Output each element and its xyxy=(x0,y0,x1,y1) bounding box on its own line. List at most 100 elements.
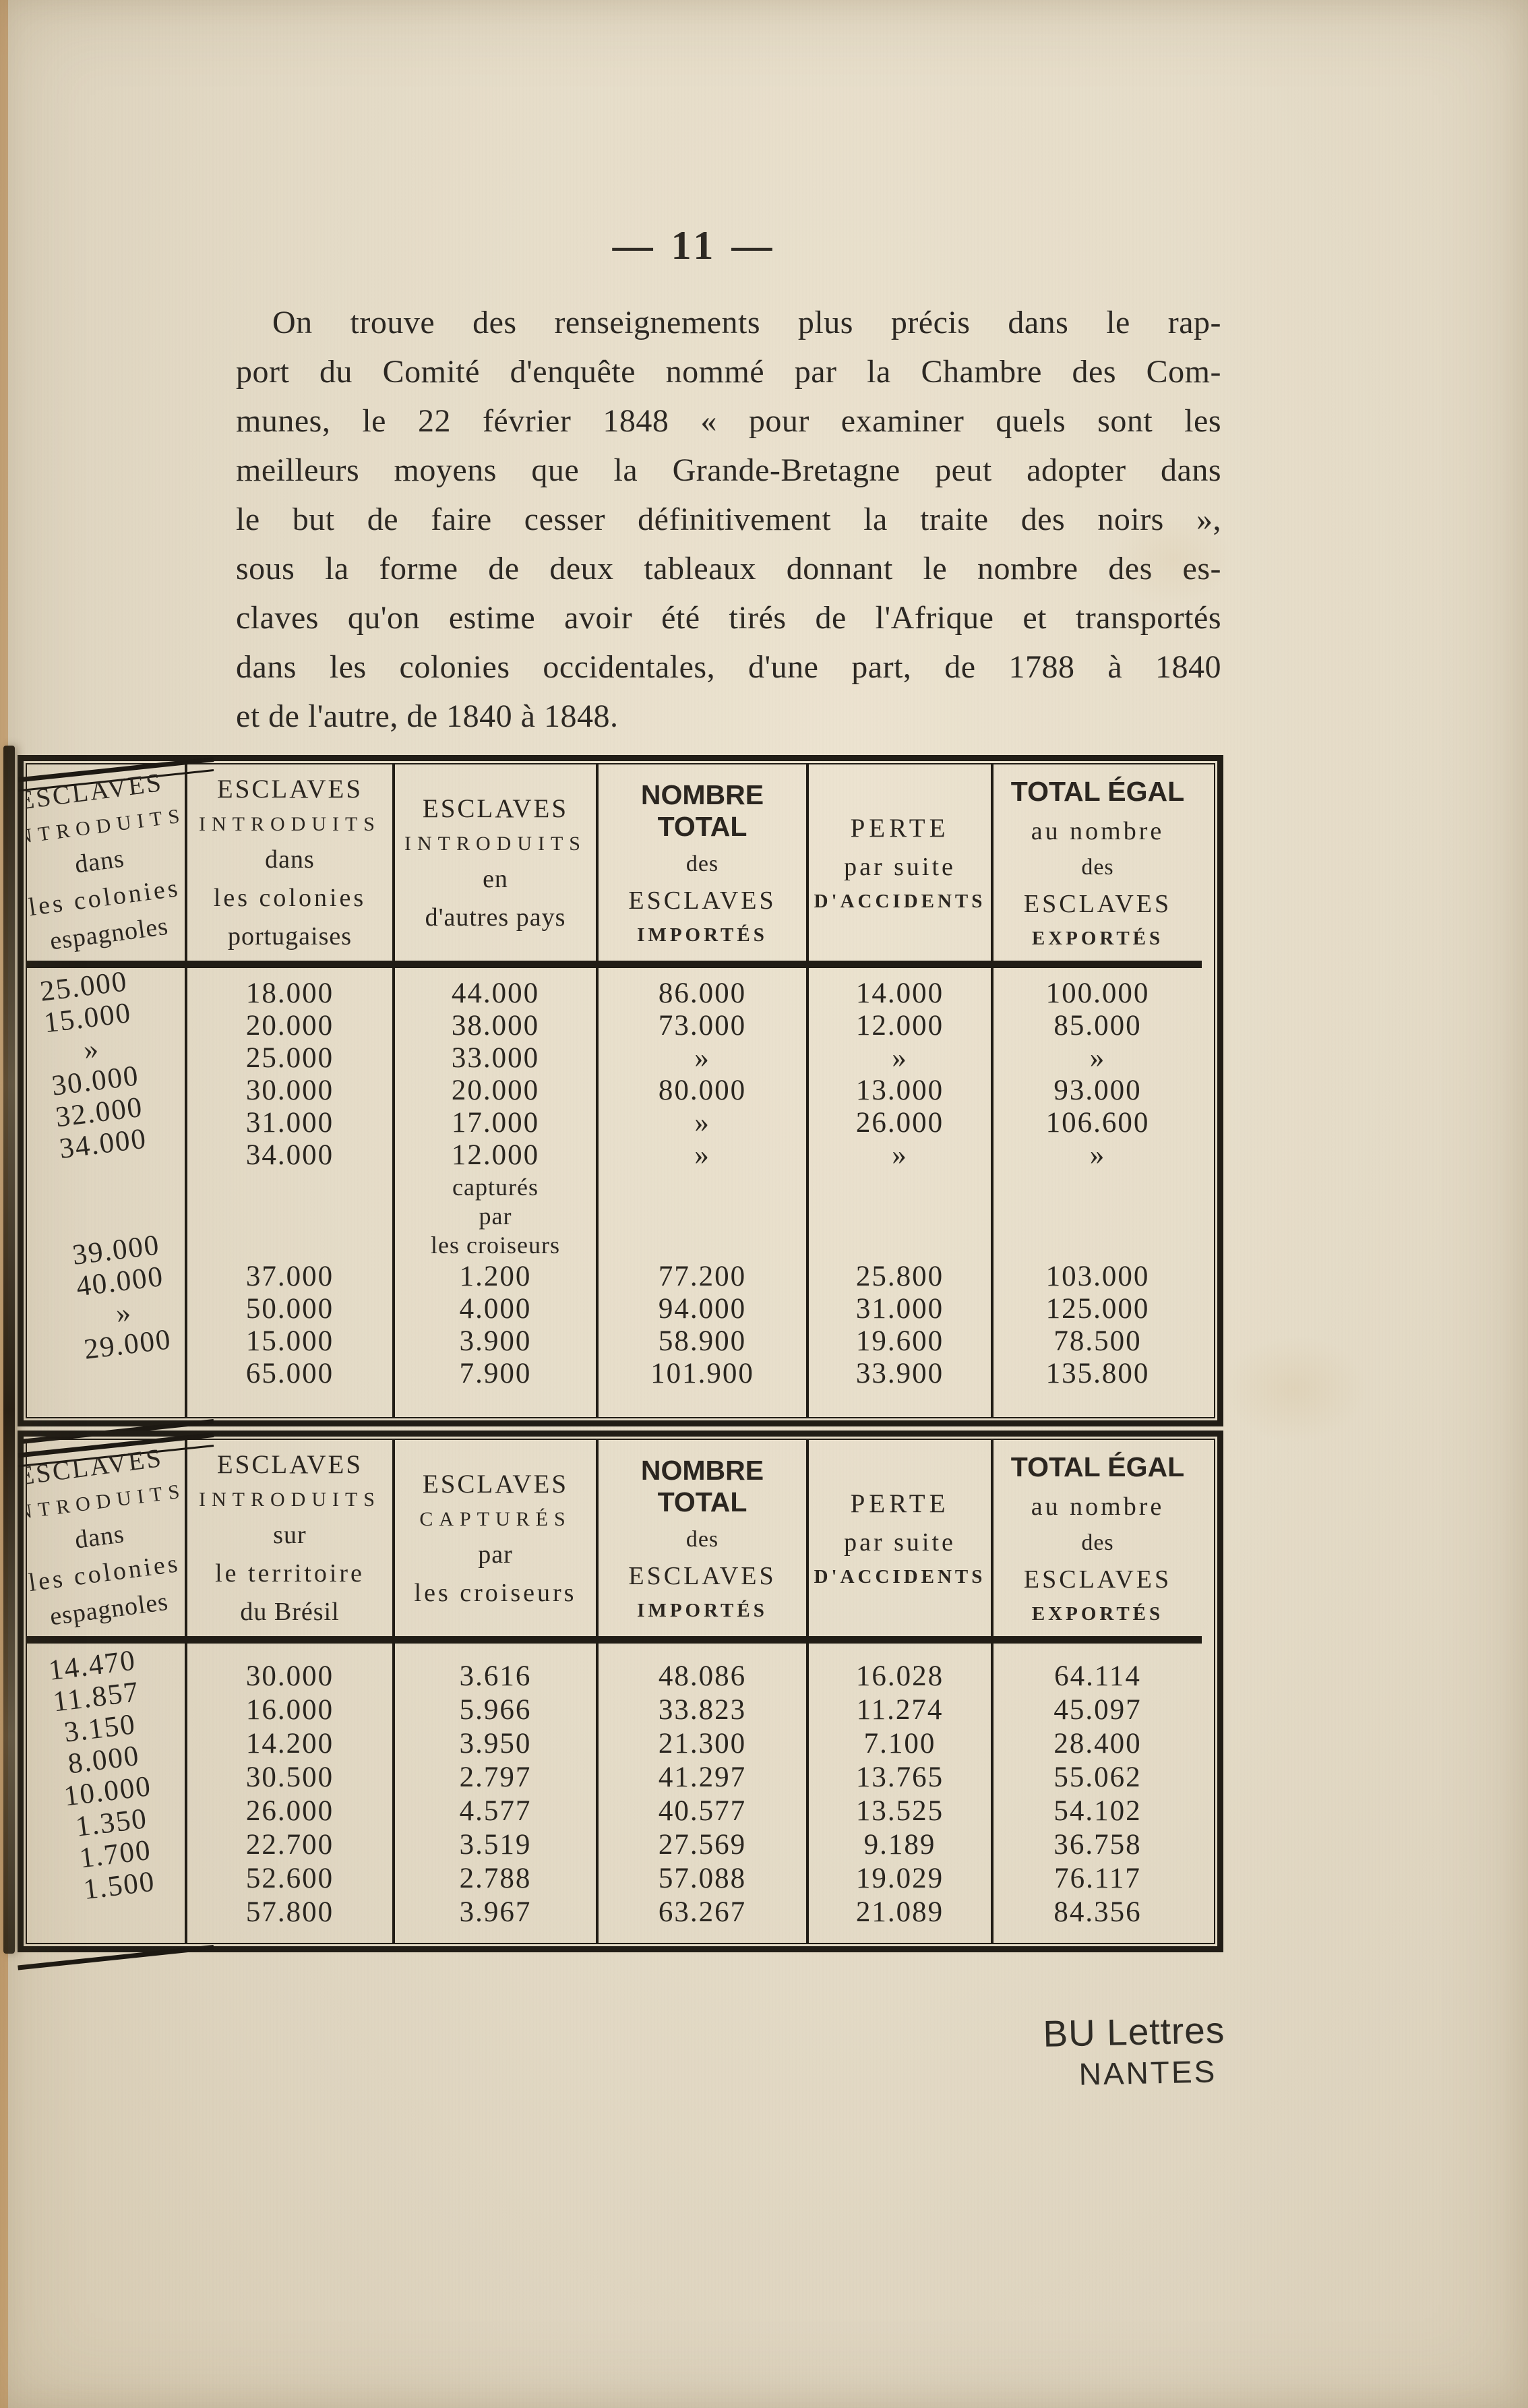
rotated-header-block: ESCLAVES INTRODUITS dans les colonies es… xyxy=(27,1440,185,1635)
header-esclaves-espagnoles: ESCLAVES INTRODUITS dans les colonies es… xyxy=(27,764,187,968)
column-total-egal: 64.114 45.097 28.400 55.062 54.102 36.758 76.1… xyxy=(994,1644,1202,1943)
paragraph-line: On trouve des renseignements plus précis… xyxy=(272,305,1221,340)
header-line: ESCLAVES xyxy=(422,1469,569,1499)
header-line: le territoire xyxy=(215,1559,365,1588)
column-autres-pays: 44.000 38.000 33.000 20.000 17.000 12.000 cap… xyxy=(395,968,599,1417)
paragraph-line: dans les colonies occidentales, d'une pa… xyxy=(236,649,1221,685)
header-line: PERTE xyxy=(850,813,950,843)
column-portugaises: 18.000 20.000 25.000 30.000 31.000 34.000 37.… xyxy=(187,968,395,1417)
column-perte: 14.000 12.000» 13.000 26.000» 25.800 31.000 1… xyxy=(809,968,994,1417)
table-cell: 58.900 xyxy=(658,1325,747,1357)
table-cell: 3.900 xyxy=(459,1325,532,1357)
table-cell: 40.577 xyxy=(658,1795,747,1827)
header-line: par suite xyxy=(844,1528,956,1557)
table-cell: 7.100 xyxy=(863,1728,936,1759)
header-nombre-total-importes: NOMBRE TOTAL des ESCLAVES IMPORTÉS xyxy=(599,1440,809,1644)
column-nombre-total: 86.000 73.000» 80.000»» 77.200 94.000 58.900… xyxy=(599,968,809,1417)
header-line: des xyxy=(1081,854,1114,880)
header-autres-pays: ESCLAVES INTRODUITS en d'autres pays xyxy=(395,764,599,968)
rotated-column-block: 25.000 15.000» 30.000 32.000 34.000 39.000 40… xyxy=(27,968,185,1370)
table-cell: 13.765 xyxy=(855,1762,944,1793)
header-line: des xyxy=(685,851,719,876)
header-line: INTRODUITS xyxy=(199,813,381,835)
paragraph-line: munes, le 22 février 1848 « pour examine… xyxy=(236,403,1221,439)
table-cell: 22.700 xyxy=(245,1829,334,1861)
table-cell: 77.200 xyxy=(658,1261,747,1292)
table-cell: 2.788 xyxy=(459,1863,532,1894)
table-cell: 3.967 xyxy=(459,1896,532,1928)
header-line: IMPORTÉS xyxy=(637,1599,768,1621)
table-cell: 64.114 xyxy=(1054,1660,1141,1692)
table-cell: » xyxy=(892,1042,908,1074)
table-cell: 4.577 xyxy=(459,1795,532,1827)
table-cell: 27.569 xyxy=(658,1829,747,1861)
header-line: INTRODUITS xyxy=(404,832,586,855)
table-cell: 63.267 xyxy=(658,1896,747,1928)
header-line: TOTAL ÉGAL xyxy=(1010,775,1185,807)
table-cell: 37.000 xyxy=(245,1261,334,1292)
paragraph-line: meilleurs moyens que la Grande-Bretagne … xyxy=(236,452,1221,488)
table-cell: » xyxy=(694,1139,710,1171)
table-cell: 26.000 xyxy=(245,1795,334,1827)
column-captures: 3.616 5.966 3.950 2.797 4.577 3.519 2.788 3.967 xyxy=(395,1644,599,1943)
column-nombre-total: 48.086 33.823 21.300 41.297 40.577 27.569 57.0… xyxy=(599,1644,809,1943)
header-line: D'ACCIDENTS xyxy=(814,1565,986,1588)
table-cell: 33.000 xyxy=(451,1042,540,1074)
header-line: NOMBRE TOTAL xyxy=(640,779,764,842)
header-line: ESCLAVES xyxy=(628,886,776,915)
header-perte-accidents: PERTE par suite D'ACCIDENTS xyxy=(809,764,994,968)
paper-stain xyxy=(1220,1335,1368,1443)
paragraph-line: sous la forme de deux tableaux donnant l… xyxy=(236,551,1221,586)
table-cell: 17.000 xyxy=(451,1107,540,1139)
table-cell: 19.029 xyxy=(855,1863,944,1894)
header-line: d'autres pays xyxy=(425,903,566,932)
table-cell: 101.900 xyxy=(650,1358,754,1389)
page-curl-line xyxy=(18,1945,214,1970)
table-cell: 21.300 xyxy=(658,1728,747,1759)
paragraph-line: le but de faire cesser définitivement la… xyxy=(236,502,1221,537)
header-line: par xyxy=(478,1540,513,1569)
table-cell: 33.900 xyxy=(855,1358,944,1389)
table-cell: 34.000 xyxy=(245,1139,334,1171)
table-cell: 30.000 xyxy=(245,1075,334,1106)
table-cell: 103.000 xyxy=(1045,1261,1150,1292)
table-imports-1840-1848: ESCLAVES INTRODUITS dans les colonies es… xyxy=(18,1431,1223,1970)
header-captures-croiseurs: ESCLAVES CAPTURÉS par les croiseurs xyxy=(395,1440,599,1644)
table-cell: 50.000 xyxy=(245,1293,334,1325)
column-total-egal: 100.000 85.000» 93.000 106.600» 103.000 125.… xyxy=(994,968,1202,1417)
header-line: par suite xyxy=(844,852,956,881)
table-cell: 135.800 xyxy=(1045,1358,1150,1389)
header-esclaves-portugaises: ESCLAVES INTRODUITS dans les colonies po… xyxy=(187,764,395,968)
table-cell: 84.356 xyxy=(1053,1896,1142,1928)
paper-stain xyxy=(1112,512,1233,607)
header-line: D'ACCIDENTS xyxy=(814,890,986,912)
table-cell: 5.966 xyxy=(459,1694,532,1726)
paragraph-line: et de l'autre, de 1840 à 1848. xyxy=(236,698,619,734)
table-cell: 125.000 xyxy=(1045,1293,1150,1325)
rotated-column-block: 14.470 11.857 3.150 8.000 10.000 1.350 1.700 1.… xyxy=(27,1644,185,1911)
table-cell: 9.189 xyxy=(863,1829,936,1861)
header-line: sur xyxy=(273,1521,307,1549)
header-line: ESCLAVES xyxy=(628,1561,776,1590)
table-cell: 93.000 xyxy=(1053,1075,1142,1106)
table-cell: 12.000 xyxy=(451,1139,540,1171)
table-cell: 38.000 xyxy=(451,1010,540,1042)
table-cell: 48.086 xyxy=(658,1660,747,1692)
table-cell: 13.525 xyxy=(855,1795,944,1827)
table-cell: 106.600 xyxy=(1045,1107,1150,1139)
table-cell: 30.000 xyxy=(245,1660,334,1692)
page-gutter-shadow xyxy=(3,746,15,1954)
table-cell: 36.758 xyxy=(1053,1829,1142,1861)
table-cell: 3.616 xyxy=(459,1660,532,1692)
table-cell: 20.000 xyxy=(451,1075,540,1106)
subheader-line: les croiseurs xyxy=(431,1231,560,1259)
header-line: ESCLAVES xyxy=(1023,889,1172,918)
table-cell: 73.000 xyxy=(658,1010,747,1042)
table-cell: 85.000 xyxy=(1053,1010,1142,1042)
header-total-egal-exportes: TOTAL ÉGAL au nombre des ESCLAVES EXPORT… xyxy=(994,1440,1202,1644)
header-line: au nombre xyxy=(1031,1492,1165,1521)
header-line: ESCLAVES xyxy=(1023,1565,1172,1594)
table-cell: 52.600 xyxy=(245,1863,334,1894)
table-cell: 33.823 xyxy=(658,1694,747,1726)
table-cell: » xyxy=(1089,1139,1106,1171)
